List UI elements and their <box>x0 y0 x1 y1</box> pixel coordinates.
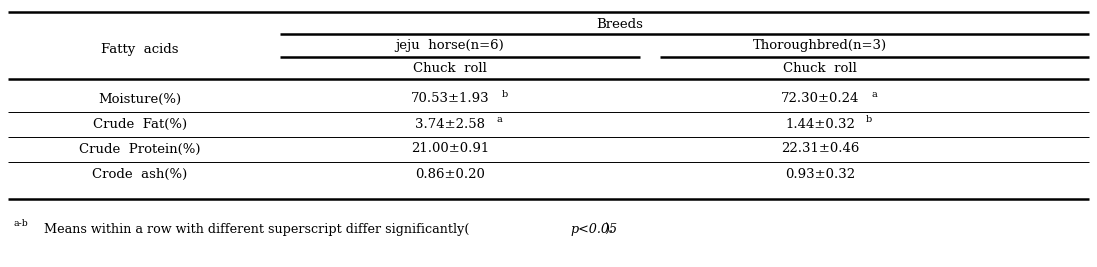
Text: 0.86±0.20: 0.86±0.20 <box>415 167 485 180</box>
Text: 21.00±0.91: 21.00±0.91 <box>411 143 489 155</box>
Text: a-b: a-b <box>14 219 29 229</box>
Text: Crude  Fat(%): Crude Fat(%) <box>93 117 188 131</box>
Text: Crude  Protein(%): Crude Protein(%) <box>79 143 201 155</box>
Text: 0.93±0.32: 0.93±0.32 <box>785 167 855 180</box>
Text: Breeds: Breeds <box>597 18 644 30</box>
Text: Thoroughbred(n=3): Thoroughbred(n=3) <box>753 40 887 53</box>
Text: 22.31±0.46: 22.31±0.46 <box>781 143 859 155</box>
Text: 72.30±0.24: 72.30±0.24 <box>781 92 859 105</box>
Text: a: a <box>871 90 878 99</box>
Text: jeju  horse(n=6): jeju horse(n=6) <box>396 40 505 53</box>
Text: b: b <box>501 90 508 99</box>
Text: Means within a row with different superscript differ significantly(: Means within a row with different supers… <box>36 222 470 235</box>
Text: ).: ). <box>604 222 613 235</box>
Text: 70.53±1.93: 70.53±1.93 <box>410 92 489 105</box>
Text: Moisture(%): Moisture(%) <box>99 92 182 105</box>
Text: Chuck  roll: Chuck roll <box>783 61 857 74</box>
Text: Fatty  acids: Fatty acids <box>101 42 179 56</box>
Text: b: b <box>866 115 872 124</box>
Text: Crode  ash(%): Crode ash(%) <box>92 167 188 180</box>
Text: 1.44±0.32: 1.44±0.32 <box>785 117 855 131</box>
Text: p<0.05: p<0.05 <box>570 222 618 235</box>
Text: Chuck  roll: Chuck roll <box>414 61 487 74</box>
Text: a: a <box>496 115 502 124</box>
Text: 3.74±2.58: 3.74±2.58 <box>415 117 485 131</box>
